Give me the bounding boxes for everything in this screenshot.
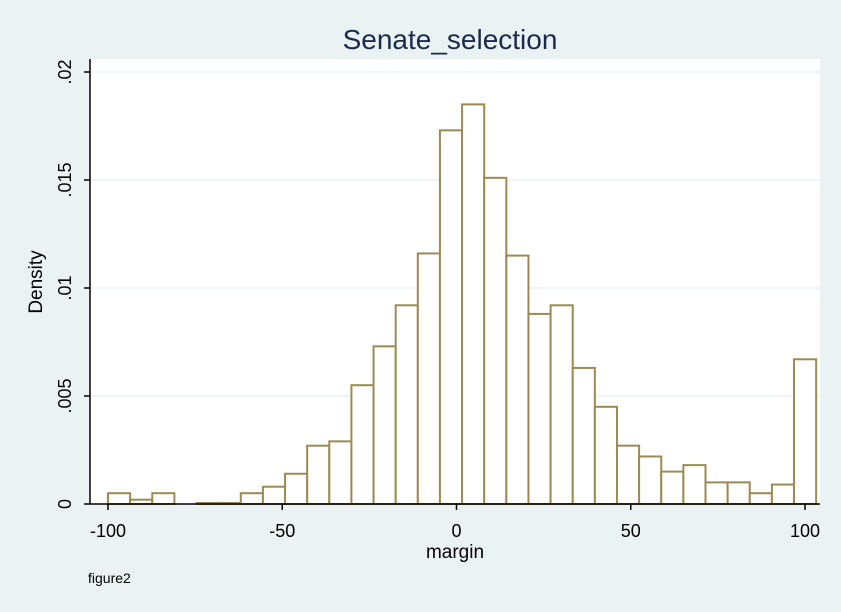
histogram-bar	[438, 129, 464, 505]
histogram-bar	[151, 492, 176, 506]
histogram-bar	[549, 304, 574, 505]
histogram-bar	[704, 481, 729, 505]
histogram-bar	[571, 366, 596, 506]
x-ticks: -100 -50 0 50 100	[90, 504, 820, 541]
histogram-bar	[505, 254, 530, 505]
histogram-bar	[770, 483, 796, 505]
x-tick-label: -50	[269, 521, 295, 541]
histogram-bar	[726, 481, 751, 505]
histogram-bar	[372, 345, 397, 505]
histogram-bar	[615, 444, 641, 505]
histogram-bar	[328, 440, 353, 505]
histogram-bar	[793, 358, 818, 505]
histogram-bar	[107, 492, 132, 506]
chart-title: Senate_selection	[343, 24, 558, 55]
y-axis-label: Density	[26, 250, 47, 314]
histogram-bar	[483, 176, 508, 505]
histogram-bar	[350, 384, 375, 506]
histogram-bar	[527, 312, 552, 506]
x-tick-label: 100	[790, 521, 820, 541]
x-tick-label: -100	[90, 521, 126, 541]
x-tick-label: 0	[451, 521, 461, 541]
y-tick-label: .01	[55, 275, 75, 300]
y-tick-label: .015	[55, 162, 75, 197]
histogram-bar	[261, 485, 287, 506]
histogram-bar	[394, 304, 419, 505]
histogram-bar	[239, 492, 264, 506]
histogram-bar	[638, 455, 663, 506]
x-tick-label: 50	[621, 521, 641, 541]
y-tick-label: .005	[55, 378, 75, 413]
x-axis-label: margin	[426, 542, 484, 563]
y-tick-label: 0	[55, 499, 75, 509]
histogram-bar	[284, 472, 309, 506]
histogram-bar	[461, 103, 486, 506]
y-ticks: 0 .005 .01 .015 .02	[55, 59, 90, 509]
histogram-bar	[748, 492, 773, 506]
y-tick-label: .02	[55, 59, 75, 84]
histogram-bar	[416, 252, 441, 505]
histogram-bar	[306, 444, 331, 505]
histogram-bar	[660, 470, 685, 506]
histogram-bar	[682, 464, 707, 505]
histogram-bar	[593, 405, 618, 505]
figure-note: figure2	[88, 570, 131, 586]
